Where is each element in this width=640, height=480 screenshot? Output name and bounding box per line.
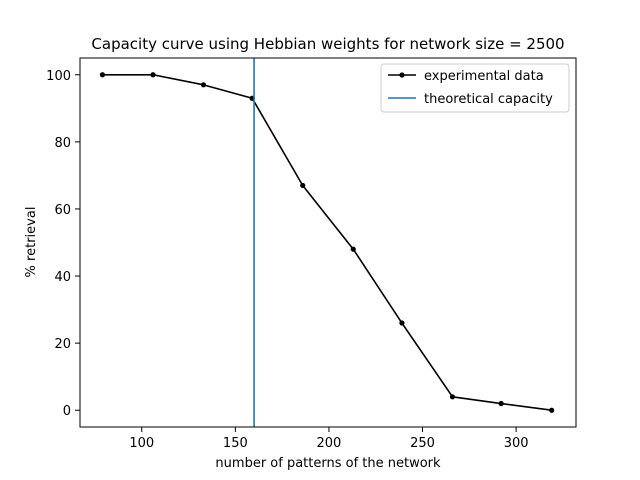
y-tick-label: 20: [54, 337, 71, 352]
y-axis-label: % retrieval: [24, 207, 39, 278]
data-point: [300, 182, 306, 189]
plot-content: [99, 58, 555, 427]
y-tick-label: 40: [54, 270, 71, 285]
legend: experimental data theoretical capacity: [380, 63, 570, 113]
x-axis-label: number of patterns of the network: [215, 456, 441, 471]
legend-marker-experimental: [399, 72, 405, 78]
data-point: [99, 72, 106, 78]
y-tick-label: 0: [63, 404, 71, 419]
legend-label-experimental: experimental data: [424, 69, 544, 84]
y-tick-label: 100: [46, 69, 71, 84]
chart-title: Capacity curve using Hebbian weights for…: [91, 35, 564, 53]
legend-box: [380, 63, 570, 113]
x-tick-label: 200: [317, 436, 342, 451]
data-point: [350, 246, 356, 252]
x-axis: 100 150 200 250 300: [129, 427, 529, 451]
y-tick-label: 60: [54, 203, 71, 218]
data-point: [200, 82, 207, 88]
legend-label-theoretical: theoretical capacity: [424, 92, 553, 107]
data-point: [449, 394, 456, 400]
data-point: [549, 407, 555, 413]
series-line-0: [102, 73, 552, 412]
data-point: [150, 72, 156, 78]
x-tick-label: 100: [129, 436, 154, 451]
y-tick-label: 80: [54, 136, 71, 151]
x-tick-label: 250: [410, 436, 435, 451]
y-axis: 0 20 40 60 80 100: [46, 69, 80, 419]
data-point: [399, 320, 405, 326]
data-point: [498, 400, 504, 407]
x-tick-label: 300: [504, 436, 529, 451]
plot-frame: [79, 57, 577, 428]
x-tick-label: 150: [223, 436, 248, 451]
